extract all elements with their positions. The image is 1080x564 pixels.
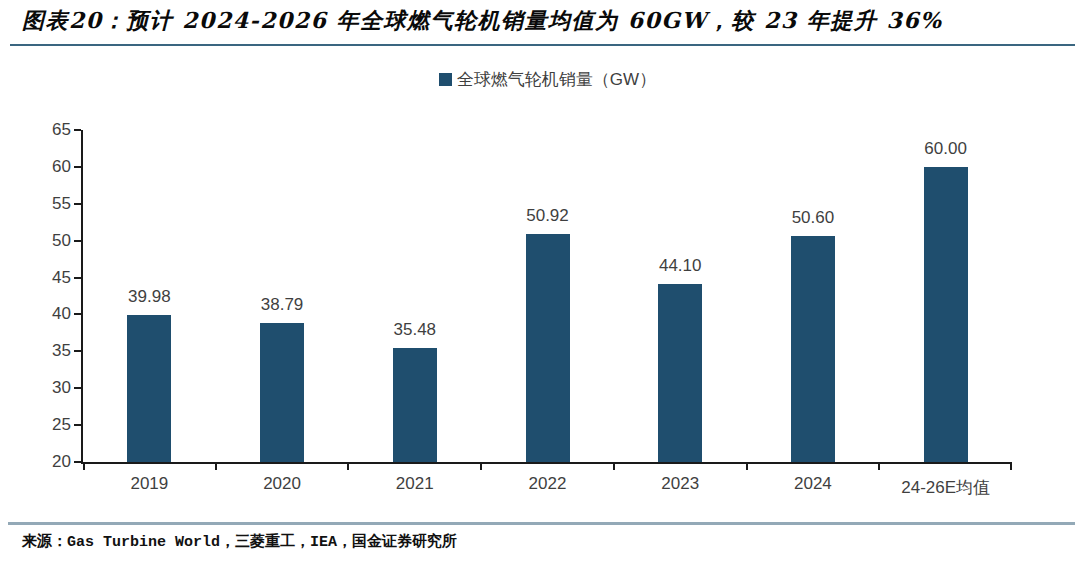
bar-value-label: 50.92 — [498, 206, 598, 226]
category-label: 24-26E均值 — [880, 478, 1012, 498]
y-axis-tick-label: 30 — [31, 378, 71, 398]
y-axis-tick — [74, 240, 81, 242]
y-axis-tick-label: 40 — [31, 304, 71, 324]
bar-value-label: 60.00 — [896, 139, 996, 159]
category-label: 2020 — [216, 474, 348, 494]
bar — [924, 167, 968, 462]
y-axis-tick — [74, 166, 81, 168]
x-axis-tick — [613, 464, 615, 470]
x-axis-tick — [746, 464, 748, 470]
y-axis-tick-label: 55 — [31, 194, 71, 214]
y-axis-tick-label: 50 — [31, 231, 71, 251]
bar-value-label: 35.48 — [365, 320, 465, 340]
bar — [791, 236, 835, 462]
x-axis-tick — [878, 464, 880, 470]
y-axis-tick — [74, 277, 81, 279]
y-axis-tick — [74, 424, 81, 426]
y-axis-tick-label: 60 — [31, 157, 71, 177]
y-axis-tick — [74, 461, 81, 463]
bar — [526, 234, 570, 462]
bar-value-label: 39.98 — [99, 287, 199, 307]
title-divider — [10, 44, 1075, 46]
y-axis-tick — [74, 203, 81, 205]
bar — [658, 284, 702, 462]
x-axis-tick — [347, 464, 349, 470]
bar — [260, 323, 304, 462]
y-axis-tick — [74, 129, 81, 131]
x-axis-tick — [83, 464, 85, 470]
bar-chart-plot-area: 2025303540455055606539.98201938.79202035… — [81, 130, 1012, 464]
source-note: 来源：Gas Turbine World，三菱重工，IEA，国金证券研究所 — [22, 532, 1062, 551]
legend-label: 全球燃气轮机销量（GW） — [457, 68, 656, 91]
y-axis-tick — [74, 387, 81, 389]
footer-divider — [8, 522, 1075, 525]
legend-marker-icon — [439, 73, 452, 86]
y-axis-tick-label: 45 — [31, 268, 71, 288]
bar-value-label: 50.60 — [763, 208, 863, 228]
figure-title: 图表20：预计 2024-2026 年全球燃气轮机销量均值为 60GW，较 23… — [22, 6, 1072, 36]
y-axis-tick-label: 65 — [31, 120, 71, 140]
bar-value-label: 44.10 — [630, 256, 730, 276]
category-label: 2024 — [747, 474, 879, 494]
y-axis-tick-label: 35 — [31, 341, 71, 361]
y-axis-tick-label: 25 — [31, 415, 71, 435]
category-label: 2023 — [614, 474, 746, 494]
y-axis-tick — [74, 350, 81, 352]
category-label: 2021 — [349, 474, 481, 494]
x-axis-tick — [480, 464, 482, 470]
bar-value-label: 38.79 — [232, 295, 332, 315]
x-axis-tick — [215, 464, 217, 470]
category-label: 2019 — [83, 474, 215, 494]
y-axis-tick — [74, 313, 81, 315]
category-label: 2022 — [482, 474, 614, 494]
bar — [127, 315, 171, 462]
y-axis-tick-label: 20 — [31, 452, 71, 472]
chart-legend: 全球燃气轮机销量（GW） — [83, 70, 1012, 88]
x-axis-tick — [1010, 464, 1012, 470]
bar — [393, 348, 437, 462]
